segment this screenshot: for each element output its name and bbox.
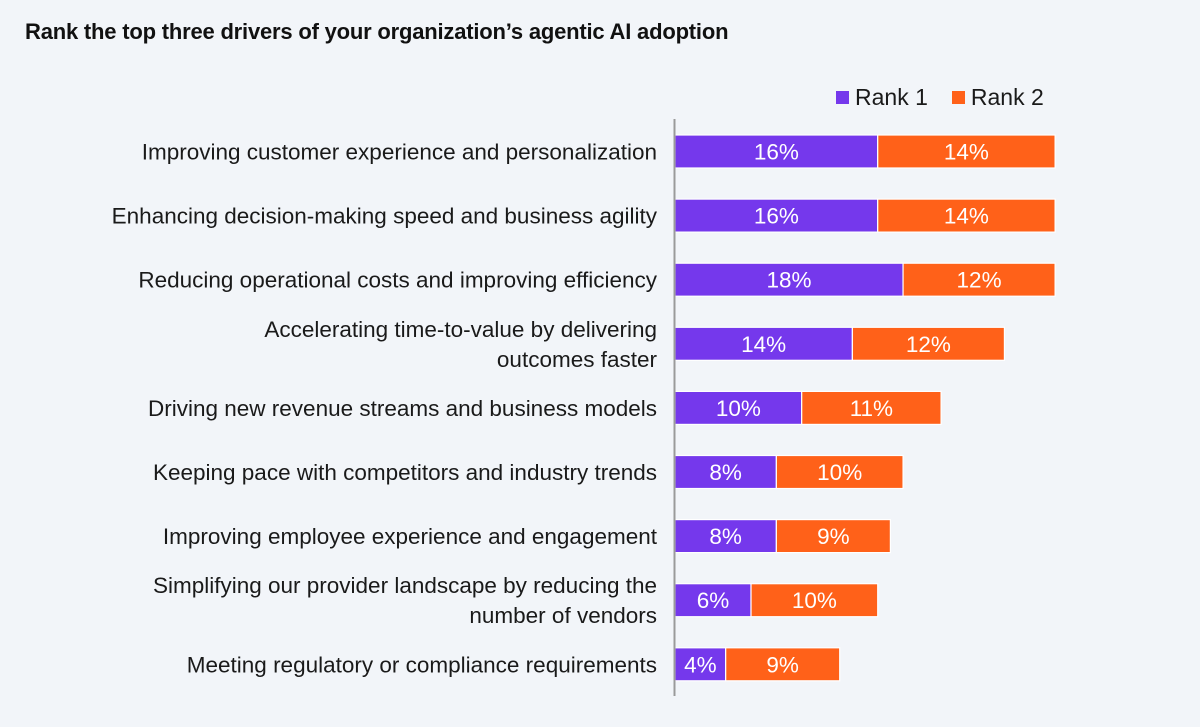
data-label-rank-1-row-2: 16% <box>754 204 799 229</box>
data-label-rank-2-row-9: 9% <box>766 652 799 677</box>
bars-group: 16% 14% 16% 14% 18% 12% 14% 12% 10% 11% 8% 10% 8% 9% 6… <box>674 134 1056 682</box>
legend-item-rank-1: Rank 1 <box>836 84 928 111</box>
data-label-rank-1-row-1: 16% <box>754 140 799 165</box>
bar-rank-2-row-4 <box>851 326 1006 361</box>
data-label-rank-2-row-7: 9% <box>817 524 850 549</box>
bar-rank-1-row-7 <box>674 518 777 554</box>
category-label-line: Improving customer experience and person… <box>142 140 657 165</box>
category-label-row-6: Keeping pace with competitors and indust… <box>153 460 657 485</box>
bar-rank-2-row-6 <box>775 454 904 490</box>
data-label-rank-2-row-8: 10% <box>792 588 837 613</box>
data-label-rank-1-row-3: 18% <box>767 268 812 293</box>
category-label-row-7: Improving employee experience and engage… <box>163 524 658 549</box>
bar-rank-1-row-6 <box>674 454 777 490</box>
chart-title: Rank the top three drivers of your organ… <box>25 19 729 44</box>
bar-rank-2-row-7 <box>775 518 891 554</box>
category-label-line: Enhancing decision-making speed and busi… <box>112 204 658 229</box>
legend-label-rank-2: Rank 2 <box>970 84 1044 110</box>
category-labels-group: Improving customer experience and person… <box>112 140 658 678</box>
bar-rank-2-row-8 <box>750 583 879 618</box>
category-label-line: Simplifying our provider landscape by re… <box>153 573 657 598</box>
bar-rank-1-row-1 <box>674 134 879 169</box>
category-label-line: number of vendors <box>469 603 657 628</box>
category-label-row-1: Improving customer experience and person… <box>142 140 657 165</box>
category-label-row-2: Enhancing decision-making speed and busi… <box>112 204 658 229</box>
data-label-rank-1-row-9: 4% <box>684 652 717 677</box>
bar-rank-2-row-1 <box>877 134 1056 169</box>
category-label-line: Meeting regulatory or compliance require… <box>187 652 657 677</box>
data-label-rank-2-row-2: 14% <box>944 204 989 229</box>
category-label-row-8: Simplifying our provider landscape by re… <box>153 573 657 628</box>
category-label-line: outcomes faster <box>497 347 658 372</box>
bar-rank-1-row-9 <box>674 647 727 682</box>
data-label-rank-1-row-6: 8% <box>709 460 742 485</box>
bar-rank-2-row-5 <box>801 390 942 425</box>
data-label-rank-1-row-7: 8% <box>709 524 742 549</box>
bar-rank-2-row-9 <box>725 647 841 682</box>
legend: Rank 1 Rank 2 <box>836 84 1068 111</box>
bar-rank-2-row-2 <box>877 198 1056 233</box>
category-label-row-5: Driving new revenue streams and business… <box>148 396 657 421</box>
bar-rank-1-row-8 <box>674 583 752 618</box>
data-label-rank-1-row-5: 10% <box>716 396 761 421</box>
category-label-row-3: Reducing operational costs and improving… <box>138 268 657 293</box>
category-label-row-4: Accelerating time-to-value by delivering… <box>264 317 657 372</box>
data-label-rank-2-row-4: 12% <box>906 332 951 357</box>
category-label-line: Reducing operational costs and improving… <box>138 268 657 293</box>
legend-swatch-rank-1 <box>836 91 849 104</box>
category-label-line: Accelerating time-to-value by delivering <box>264 317 657 342</box>
category-label-line: Improving employee experience and engage… <box>163 524 658 549</box>
bar-rank-1-row-4 <box>674 326 853 361</box>
category-label-line: Keeping pace with competitors and indust… <box>153 460 657 485</box>
legend-label-rank-1: Rank 1 <box>855 84 928 110</box>
data-label-rank-1-row-8: 6% <box>697 588 730 613</box>
legend-item-rank-2: Rank 2 <box>951 84 1044 111</box>
category-label-line: Driving new revenue streams and business… <box>148 396 657 421</box>
data-label-rank-1-row-4: 14% <box>741 332 786 357</box>
bar-rank-2-row-3 <box>902 262 1056 297</box>
data-label-rank-2-row-6: 10% <box>817 460 862 485</box>
legend-swatch-rank-2 <box>951 91 965 104</box>
data-label-rank-2-row-3: 12% <box>957 268 1002 293</box>
bar-rank-1-row-3 <box>674 262 904 297</box>
data-label-rank-2-row-5: 11% <box>850 396 893 421</box>
category-label-row-9: Meeting regulatory or compliance require… <box>187 652 657 677</box>
data-label-rank-2-row-1: 14% <box>944 140 989 165</box>
